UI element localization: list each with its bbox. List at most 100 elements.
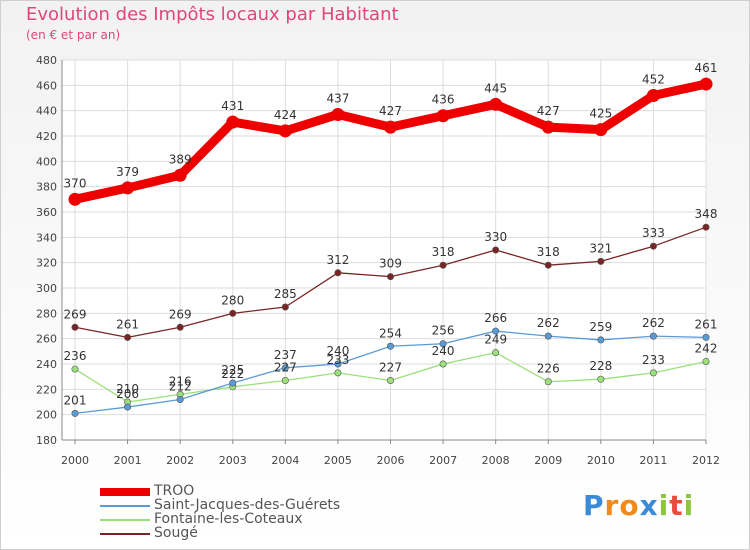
logo-letter: P [583,489,605,522]
data-point [544,378,552,386]
legend-swatch-souge [100,533,150,535]
data-point [334,369,342,377]
data-label: 206 [116,387,139,401]
y-tick-label: 280 [36,307,57,320]
x-tick-label: 2008 [482,454,510,467]
data-point [229,379,237,387]
data-point [384,120,397,134]
data-point [121,181,135,195]
data-label: 269 [64,307,87,321]
x-tick-label: 2001 [114,454,142,467]
legend-label-saint-jacques: Saint-Jacques-des-Guérets [154,497,341,513]
data-point [386,342,394,350]
data-point [278,124,292,138]
logo-letter: x [639,489,659,522]
data-label: 262 [537,316,560,330]
data-point [334,269,342,277]
data-point [492,349,500,357]
data-label: 379 [116,165,139,179]
x-tick-label: 2010 [587,454,615,467]
data-point [281,303,289,311]
legend-swatch-fontaine [100,519,150,521]
data-label: 330 [484,230,507,244]
data-label: 249 [484,333,507,347]
data-point [702,357,710,365]
y-tick-label: 380 [36,181,57,194]
data-point [699,77,713,91]
data-point [544,332,552,340]
data-label: 269 [169,307,192,321]
data-label: 461 [695,61,718,75]
data-label: 285 [274,287,297,301]
data-label: 318 [537,245,560,259]
data-point [439,360,447,368]
logo-letter: i [658,489,670,522]
chart-title: Evolution des Impôts locaux par Habitant [26,4,399,25]
data-label: 212 [169,379,192,393]
x-tick-label: 2007 [429,454,457,467]
data-point [594,123,608,137]
legend-swatch-saint-jacques [100,505,150,507]
data-label: 216 [169,374,192,388]
x-tick-label: 2006 [377,454,405,467]
data-point [281,364,289,372]
data-point [71,365,79,373]
data-point [649,369,657,377]
data-point [492,246,500,254]
data-point [71,409,79,417]
data-point [597,257,605,265]
data-label: 425 [589,107,612,121]
data-label: 389 [169,152,192,166]
data-label: 240 [432,344,455,358]
legend-label-troo: TROO [154,483,195,499]
data-labels: 269 261 269 280 285 312 309 318 330 318 321 333 348 2… [64,61,718,407]
data-label: 236 [64,349,87,363]
data-point [386,376,394,384]
x-tick-label: 2004 [271,454,299,467]
data-label: 237 [274,348,297,362]
y-tick-label: 340 [36,231,57,244]
data-label: 242 [695,341,718,355]
legend-item-souge: Sougé [100,525,400,541]
legend: TROO Saint-Jacques-des-Guérets Fontaine-… [100,483,400,541]
y-tick-label: 420 [36,130,57,143]
data-label: 370 [64,176,87,190]
y-tick-label: 260 [36,333,57,346]
data-point [226,115,240,129]
data-point [173,168,187,182]
data-label: 240 [326,344,349,358]
data-point [124,333,132,341]
data-point [544,261,552,269]
data-point [597,375,605,383]
data-point [439,340,447,348]
x-tick-label: 2009 [534,454,562,467]
data-point [124,403,132,411]
y-tick-label: 440 [36,105,57,118]
y-tick-label: 220 [36,383,57,396]
data-label: 427 [379,104,402,118]
data-label: 261 [695,317,718,331]
data-label: 280 [221,293,244,307]
data-label: 436 [432,93,455,107]
data-label: 262 [642,316,665,330]
data-label: 210 [116,382,139,396]
data-label: 437 [326,91,349,105]
logo-letter: t [669,489,684,522]
data-label: 318 [432,245,455,259]
legend-item-fontaine: Fontaine-les-Coteaux [100,511,400,527]
data-label: 222 [221,367,244,381]
data-point [597,336,605,344]
data-point [489,97,503,111]
data-label: 254 [379,326,402,340]
data-label: 427 [537,104,560,118]
legend-item-troo: TROO [100,483,400,499]
legend-label-fontaine: Fontaine-les-Coteaux [154,511,303,527]
data-point [702,223,710,231]
x-tick-label: 2011 [639,454,667,467]
data-label: 309 [379,257,402,271]
proxiti-logo: Proxiti [583,489,694,522]
data-label: 225 [221,363,244,377]
data-point [649,242,657,250]
data-label: 256 [432,324,455,338]
